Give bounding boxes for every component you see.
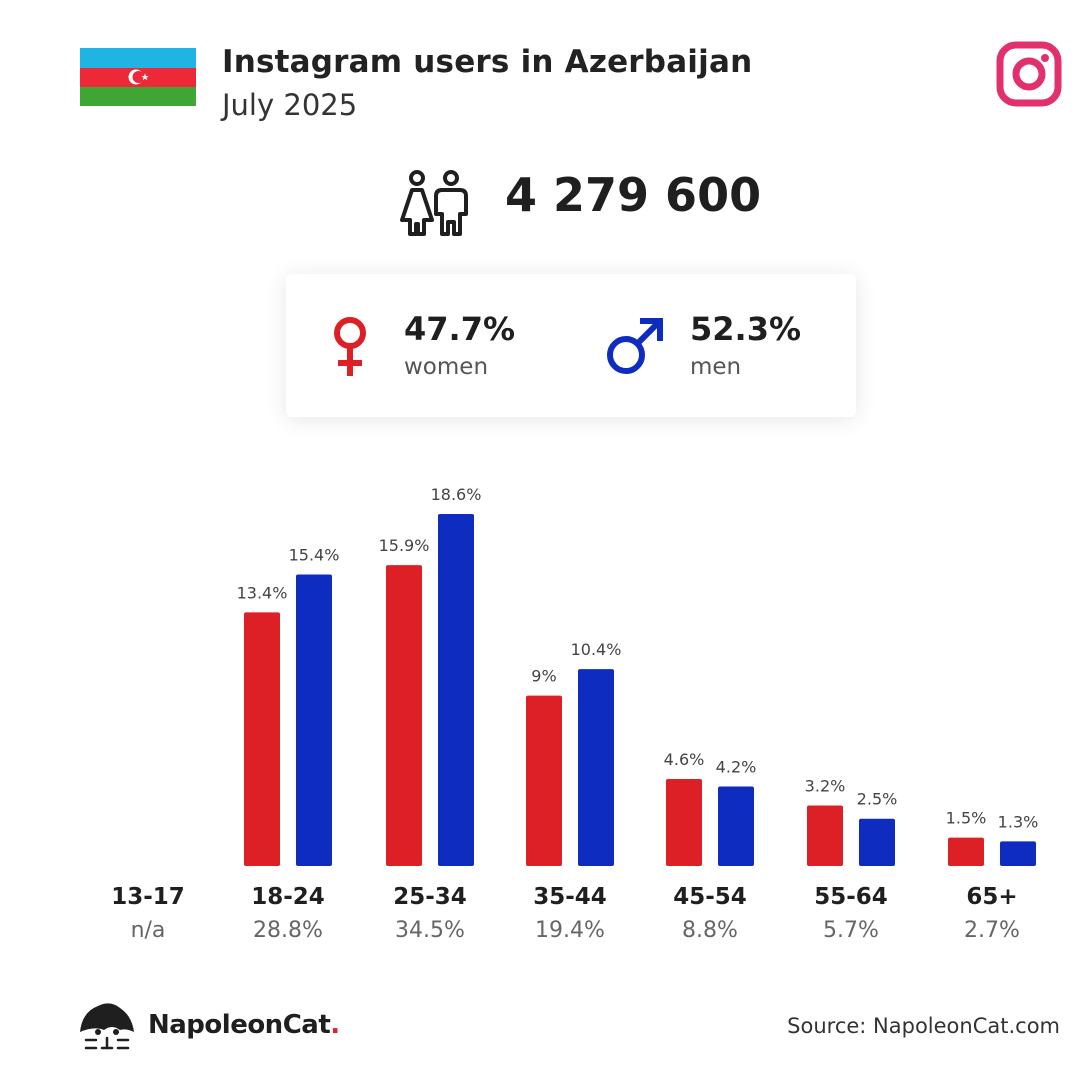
bar-value-label: 1.3% bbox=[998, 812, 1039, 831]
category-label: 25-34 bbox=[393, 884, 467, 910]
bar-value-label: 18.6% bbox=[431, 485, 482, 504]
category-label: 55-64 bbox=[814, 884, 888, 910]
bar-men-65+ bbox=[1000, 841, 1036, 866]
men-label: men bbox=[690, 354, 742, 380]
total-users: 4 279 600 bbox=[505, 168, 762, 222]
bar-women-65+ bbox=[948, 837, 984, 866]
category-label: 35-44 bbox=[533, 884, 607, 910]
bar-value-label: 4.6% bbox=[664, 750, 705, 769]
bar-women-35-44 bbox=[526, 695, 562, 866]
bar-value-label: 9% bbox=[531, 667, 556, 686]
bar-women-55-64 bbox=[807, 805, 843, 866]
bar-men-55-64 bbox=[859, 818, 895, 866]
women-label: women bbox=[404, 354, 489, 380]
bar-value-label: 10.4% bbox=[571, 640, 622, 659]
category-label: 18-24 bbox=[251, 884, 325, 910]
bar-value-label: 15.4% bbox=[289, 546, 340, 565]
bar-men-18-24 bbox=[296, 574, 332, 866]
category-label: 13-17 bbox=[111, 884, 185, 910]
azerbaijan-flag-icon bbox=[80, 48, 196, 106]
page-title: Instagram users in Azerbaijan bbox=[222, 44, 753, 80]
bar-men-45-54 bbox=[718, 786, 754, 866]
bar-value-label: 3.2% bbox=[805, 776, 846, 795]
brand-dot: . bbox=[330, 1010, 340, 1040]
category-total: n/a bbox=[130, 918, 166, 943]
category-total: 28.8% bbox=[253, 918, 323, 943]
category-label: 65+ bbox=[966, 884, 1018, 910]
users-icon bbox=[400, 170, 468, 236]
bar-value-label: 15.9% bbox=[379, 536, 430, 555]
category-total: 5.7% bbox=[823, 918, 879, 943]
page-subtitle: July 2025 bbox=[222, 88, 358, 122]
bar-men-25-34 bbox=[438, 514, 474, 866]
bar-value-label: 4.2% bbox=[716, 758, 757, 777]
source-credit: Source: NapoleonCat.com bbox=[787, 1014, 1060, 1038]
category-total: 2.7% bbox=[964, 918, 1020, 943]
bar-men-35-44 bbox=[578, 669, 614, 866]
bar-women-45-54 bbox=[666, 778, 702, 866]
napoleoncat-logo-icon bbox=[80, 1003, 134, 1050]
men-percentage: 52.3% bbox=[690, 310, 802, 348]
category-label: 45-54 bbox=[673, 884, 747, 910]
bar-value-label: 13.4% bbox=[237, 583, 288, 602]
category-total: 19.4% bbox=[535, 918, 605, 943]
female-symbol-icon bbox=[334, 317, 366, 376]
instagram-logo-icon bbox=[996, 41, 1062, 107]
male-symbol-icon bbox=[607, 318, 663, 374]
women-percentage: 47.7% bbox=[404, 310, 516, 348]
bar-women-18-24 bbox=[244, 612, 280, 866]
gender-card bbox=[286, 274, 856, 417]
bar-value-label: 1.5% bbox=[946, 809, 987, 828]
category-total: 34.5% bbox=[395, 918, 465, 943]
brand-name: NapoleonCat. bbox=[148, 1010, 340, 1040]
bar-value-label: 2.5% bbox=[857, 790, 898, 809]
bar-women-25-34 bbox=[386, 565, 422, 866]
category-total: 8.8% bbox=[682, 918, 738, 943]
